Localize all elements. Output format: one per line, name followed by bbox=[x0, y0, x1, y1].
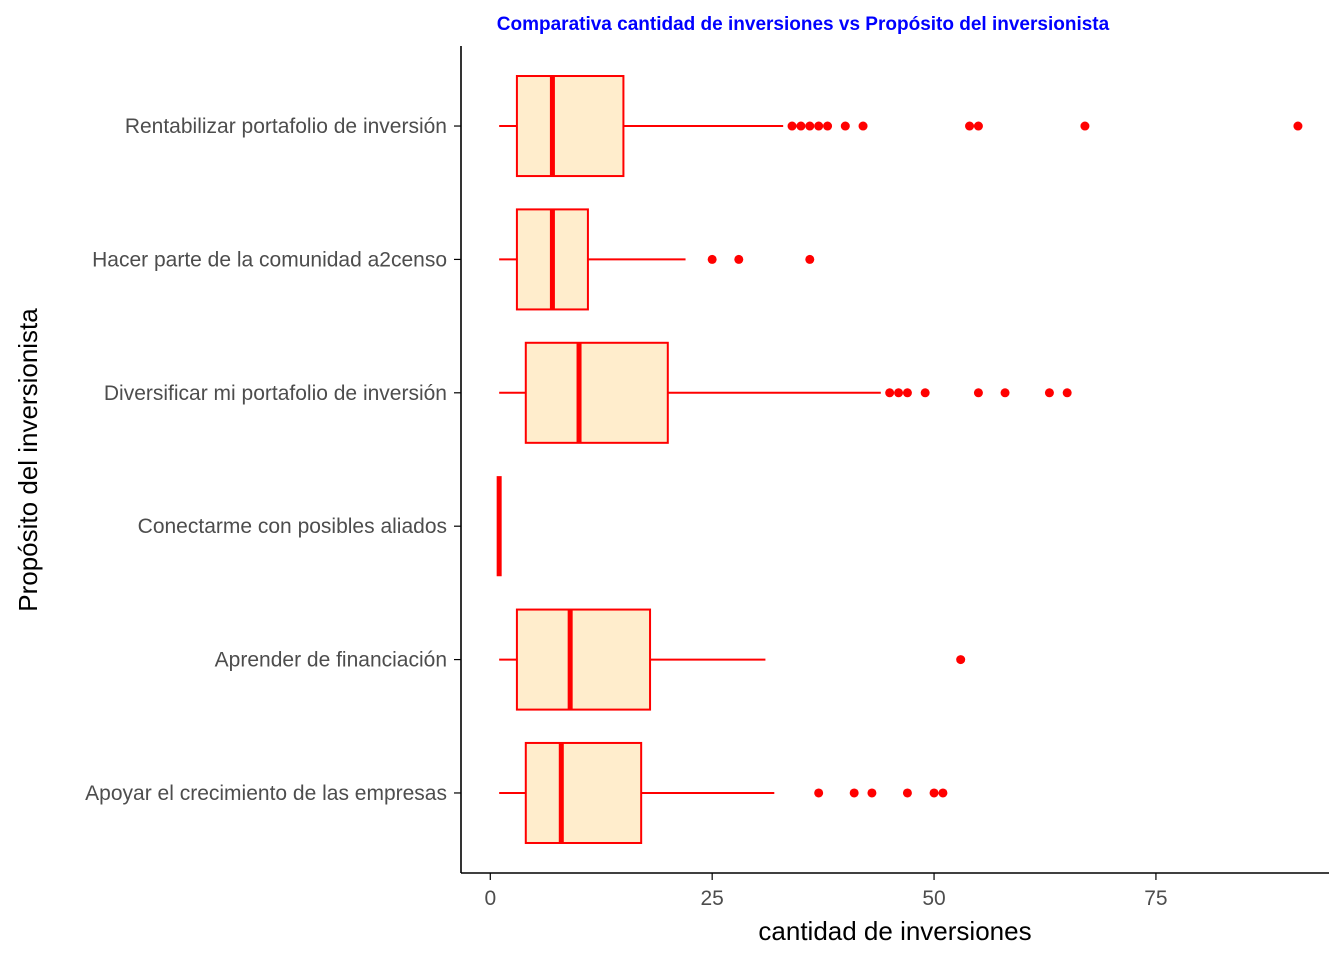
outlier-point bbox=[805, 254, 815, 264]
outlier-point bbox=[885, 388, 895, 398]
x-tick-label: 75 bbox=[1144, 887, 1167, 910]
plot-area bbox=[496, 75, 1303, 844]
outlier-point bbox=[894, 388, 904, 398]
outlier-point bbox=[1044, 388, 1054, 398]
x-tick-label: 50 bbox=[922, 887, 945, 910]
outlier-point bbox=[849, 788, 859, 798]
box bbox=[515, 75, 625, 178]
outlier-point bbox=[920, 388, 930, 398]
box-group bbox=[499, 608, 966, 711]
box-group bbox=[499, 341, 1072, 444]
y-tick-label: Hacer parte de la comunidad a2censo bbox=[92, 248, 447, 271]
axes: Rentabilizar portafolio de inversión Hace… bbox=[85, 46, 1329, 910]
box bbox=[524, 341, 669, 444]
box-group bbox=[499, 75, 1303, 178]
outlier-point bbox=[814, 788, 824, 798]
y-tick-label: Rentabilizar portafolio de inversión bbox=[125, 115, 447, 138]
y-tick-label: Diversificar mi portafolio de inversión bbox=[104, 382, 447, 405]
x-tick-label: 0 bbox=[484, 887, 496, 910]
outlier-point bbox=[973, 388, 983, 398]
box-group bbox=[499, 208, 815, 311]
outlier-point bbox=[1293, 121, 1303, 131]
box bbox=[515, 608, 652, 711]
y-axis-title: Propósito del inversionista bbox=[13, 308, 43, 612]
y-tick-label: Aprender de financiación bbox=[215, 649, 447, 672]
outlier-point bbox=[965, 121, 975, 131]
outlier-point bbox=[805, 121, 815, 131]
box bbox=[524, 741, 643, 844]
outlier-point bbox=[787, 121, 797, 131]
outlier-point bbox=[1000, 388, 1010, 398]
chart-title: Comparativa cantidad de inversiones vs P… bbox=[497, 14, 1110, 35]
outlier-point bbox=[902, 388, 912, 398]
y-tick-label: Conectarme con posibles aliados bbox=[138, 515, 447, 538]
outlier-point bbox=[814, 121, 824, 131]
outlier-point bbox=[1080, 121, 1090, 131]
outlier-point bbox=[840, 121, 850, 131]
outlier-point bbox=[858, 121, 868, 131]
box-group bbox=[499, 741, 948, 844]
outlier-point bbox=[867, 788, 877, 798]
y-tick-label: Apoyar el crecimiento de las empresas bbox=[85, 782, 447, 805]
outlier-point bbox=[929, 788, 939, 798]
outlier-point bbox=[734, 254, 744, 264]
outlier-point bbox=[1062, 388, 1072, 398]
outlier-point bbox=[707, 254, 717, 264]
outlier-point bbox=[973, 121, 983, 131]
x-axis-title: cantidad de inversiones bbox=[758, 916, 1031, 946]
outlier-point bbox=[938, 788, 948, 798]
x-tick-label: 25 bbox=[700, 887, 723, 910]
outlier-point bbox=[902, 788, 912, 798]
outlier-point bbox=[796, 121, 806, 131]
outlier-point bbox=[823, 121, 833, 131]
outlier-point bbox=[956, 655, 966, 665]
